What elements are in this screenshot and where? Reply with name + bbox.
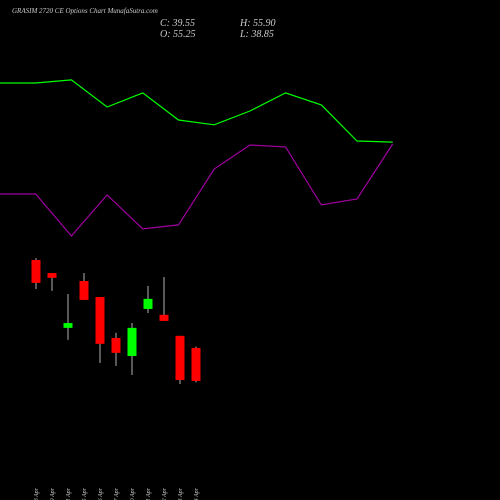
candle-body — [111, 337, 121, 353]
x-tick-label: 15 Apr — [82, 487, 88, 500]
ohlc-low: L: 38.85 — [239, 29, 274, 40]
ohlc-high: H: 55.90 — [239, 18, 276, 29]
x-tick-label: 17 Apr — [114, 487, 120, 500]
candle-body — [95, 296, 105, 344]
x-tick-label: 24 Apr — [193, 487, 200, 500]
indicator-line — [0, 79, 393, 143]
x-tick-label: 09 Apr — [50, 487, 56, 500]
x-tick-label: 20 Apr — [130, 487, 136, 500]
ohlc-close: C: 39.55 — [160, 18, 195, 29]
candle-body — [159, 314, 169, 321]
candle-body — [175, 335, 185, 380]
x-tick-label: 08 Apr — [34, 487, 40, 500]
candle-body — [191, 347, 201, 381]
ohlc-open: O: 55.25 — [160, 29, 196, 40]
candle-body — [79, 281, 89, 300]
candle-body — [47, 273, 57, 278]
x-tick-label: 21 Apr — [146, 487, 152, 500]
chart-title: GRASIM 2720 CE Options Chart MunafaSutra… — [12, 7, 158, 15]
x-tick-label: 22 Apr — [162, 487, 168, 500]
candle-body — [127, 327, 137, 357]
candle-body — [31, 259, 41, 283]
indicator-line — [0, 143, 394, 237]
x-tick-label: 23 Apr — [178, 487, 184, 500]
candle-body — [63, 323, 73, 328]
x-tick-label: 16 Apr — [98, 487, 104, 500]
x-tick-label: 11 Apr — [66, 487, 72, 500]
candle-body — [143, 298, 153, 309]
